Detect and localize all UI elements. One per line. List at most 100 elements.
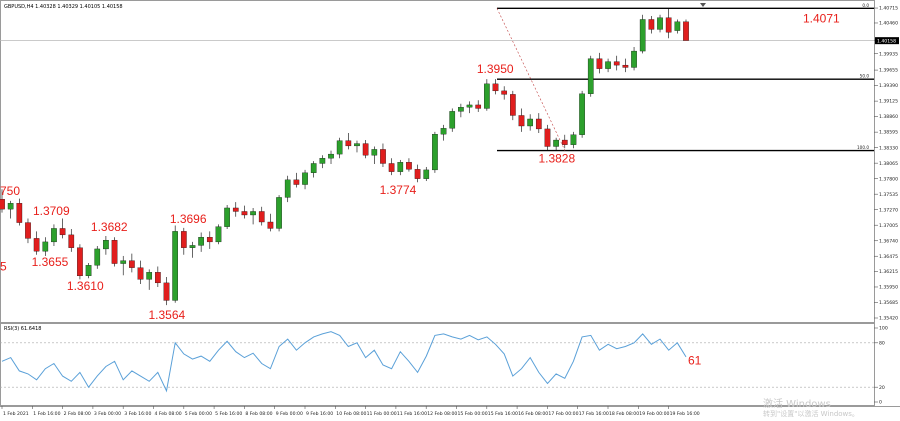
- candle-body: [596, 58, 603, 69]
- price-tick-label: 1.38330: [879, 145, 898, 151]
- candle-body: [103, 239, 109, 250]
- time-tick-label: 9 Feb 16:00: [306, 411, 333, 417]
- candle-body: [587, 58, 594, 94]
- candle-body: [302, 172, 308, 185]
- rsi-header: RSI(3) 61.6418: [4, 326, 41, 332]
- candle-body: [129, 260, 135, 268]
- time-tick-label: 19 Feb 16:00: [670, 411, 700, 417]
- time-tick-label: 10 Feb 08:00: [336, 411, 366, 417]
- candle-body: [639, 19, 646, 52]
- candle-body: [579, 93, 585, 135]
- candle-body: [406, 162, 412, 170]
- candle-body: [267, 221, 274, 229]
- price-annotation: 1.3564: [149, 308, 186, 322]
- candle-body: [553, 139, 559, 147]
- price-tick-label: 1.35420: [879, 316, 898, 322]
- candle-body: [16, 203, 23, 223]
- time-tick-label: 3 Feb 00:00: [94, 411, 121, 417]
- candle-body: [570, 134, 577, 145]
- candle-body: [683, 21, 689, 41]
- time-tick-label: 1 Feb 2021: [3, 411, 29, 417]
- price-annotation: 1.3774: [380, 183, 417, 197]
- rsi-series: 61: [1, 331, 702, 393]
- time-tick-label: 2 Feb 08:00: [64, 411, 91, 417]
- time-tick-label: 4 Feb 08:00: [155, 411, 182, 417]
- candle-body: [276, 197, 282, 229]
- price-annotation: 1.3610: [67, 279, 104, 293]
- fib-level-label: 0.0: [862, 3, 869, 8]
- candle-body: [371, 149, 378, 156]
- candle-body: [449, 111, 456, 129]
- candle-body: [51, 228, 57, 243]
- price-tick-label: 1.39390: [879, 83, 898, 89]
- time-tick-label: 15 Feb 00:00: [458, 411, 488, 417]
- price-annotation: 1.3950: [477, 62, 514, 76]
- fibonacci-retracement[interactable]: 0.0 50.0 100.0: [496, 3, 874, 152]
- candle-body: [484, 83, 490, 109]
- candle-body: [328, 153, 334, 159]
- candle-body: [189, 245, 196, 248]
- candle-body: [561, 139, 568, 145]
- candle-body: [475, 104, 482, 109]
- candle-body: [510, 94, 516, 116]
- rsi-pane: [0, 323, 875, 406]
- candle-body: [85, 265, 92, 277]
- candle-body: [631, 50, 637, 68]
- candle-body: [466, 104, 473, 108]
- candle-body: [319, 158, 326, 164]
- candle-body: [310, 163, 317, 173]
- price-tick-label: 1.36740: [879, 238, 898, 244]
- candle-body: [665, 17, 672, 33]
- candle-body: [380, 149, 386, 164]
- candle-body: [232, 207, 239, 212]
- candle-body: [622, 64, 629, 68]
- rsi-value-label: 61: [688, 353, 702, 367]
- candle-body: [458, 107, 464, 112]
- price-axis: 1.40715 1.40460 1.40158 1.39935 1.39655 1.393…: [874, 6, 899, 322]
- time-tick-label: 16 Feb 08:00: [518, 411, 548, 417]
- candle-body: [68, 234, 75, 248]
- candle-body: [250, 211, 256, 216]
- price-annotations: 750 1.3709 1.3655 1.3610 1.3682 1.3696 1.3564 1…: [0, 11, 840, 322]
- candle-body: [544, 128, 551, 147]
- price-tick-label: 1.38860: [879, 114, 898, 120]
- rsi-axis: 100 80 20 0: [0, 326, 888, 406]
- candle-body: [613, 61, 620, 66]
- candle-body: [397, 162, 404, 172]
- candle-body: [674, 21, 681, 31]
- time-tick-label: 3 Feb 16:00: [124, 411, 151, 417]
- watermark-line2: 转到"设置"以激活 Windows。: [763, 409, 859, 418]
- candle-body: [215, 226, 222, 243]
- candles-series: [0, 8, 689, 306]
- watermark-line1: 激活 Windows: [763, 397, 831, 410]
- candle-body: [163, 282, 170, 301]
- price-tick-label: 1.38065: [879, 161, 898, 167]
- time-tick-label: 9 Feb 00:00: [276, 411, 303, 417]
- price-tick-label: 1.39125: [879, 99, 898, 105]
- time-tick-label: 17 Feb 00:00: [548, 411, 578, 417]
- candle-body: [345, 140, 352, 147]
- candle-body: [120, 260, 127, 264]
- candle-body: [362, 143, 369, 156]
- time-axis: 1 Feb 2021 1 Feb 16:00 2 Feb 08:00 3 Feb 00…: [1, 406, 700, 417]
- price-tick-label: 1.40715: [879, 6, 898, 12]
- rsi-tick-label: 20: [879, 385, 885, 391]
- candle-body: [657, 17, 663, 30]
- price-tick-label: 1.37535: [879, 192, 898, 198]
- candle-body: [224, 207, 230, 227]
- time-tick-label: 5 Feb 00:00: [185, 411, 212, 417]
- price-tick-label: 1.39935: [879, 51, 898, 57]
- price-annotation: 1.4071: [803, 11, 840, 25]
- candle-body: [354, 143, 360, 147]
- candle-body: [501, 90, 508, 95]
- candle-body: [605, 61, 611, 69]
- price-annotation: 1.3655: [32, 255, 69, 269]
- rsi-line: [1, 331, 687, 393]
- rsi-tick-label: 80: [879, 340, 885, 346]
- shift-marker-icon[interactable]: [700, 3, 706, 7]
- time-tick-label: 19 Feb 00:00: [639, 411, 669, 417]
- candle-body: [206, 237, 213, 243]
- candle-body: [258, 211, 265, 223]
- time-tick-label: 5 Feb 16:00: [215, 411, 242, 417]
